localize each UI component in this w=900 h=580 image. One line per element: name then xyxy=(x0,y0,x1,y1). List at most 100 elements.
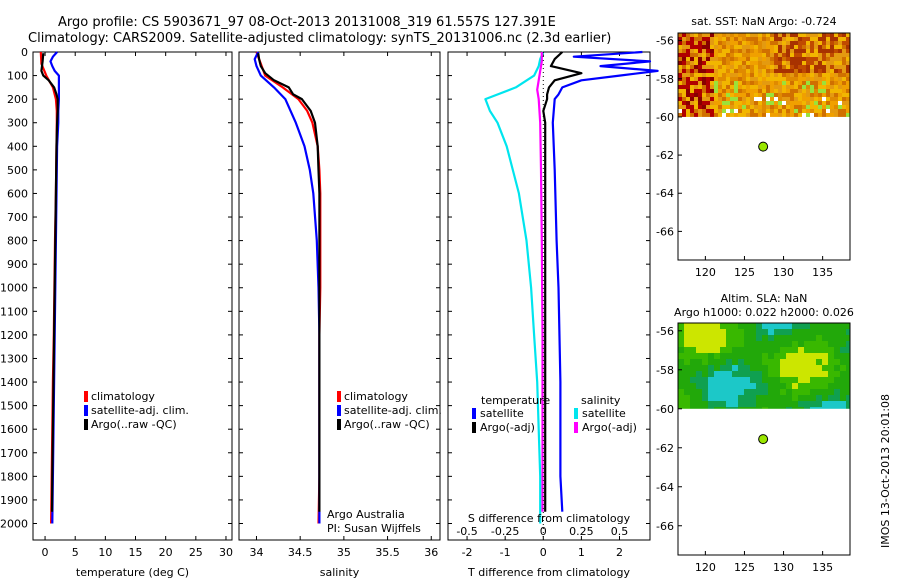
sla-cell xyxy=(726,329,732,335)
sst-cell xyxy=(838,69,842,73)
sla-cell xyxy=(732,377,738,383)
sla-cell xyxy=(810,377,816,383)
sla-map-title-line2: Argo h1000: 0.022 h2000: 0.026 xyxy=(674,306,854,319)
sst-cell xyxy=(818,37,822,41)
sla-cell xyxy=(804,407,810,409)
sla-cell xyxy=(726,377,732,383)
sal-legend-label: climatology xyxy=(344,390,408,403)
sst-cell xyxy=(778,37,782,41)
difference-panel: -2 -1 0 1 2 T difference from climatology -0.5… xyxy=(447,50,659,579)
sst-cell xyxy=(834,65,838,69)
temperature-ytick-label: 1000 xyxy=(0,282,28,295)
sla-cell xyxy=(732,359,738,365)
sst-cell xyxy=(806,97,810,101)
sla-cell xyxy=(780,407,786,409)
sst-cell xyxy=(842,113,846,117)
sla-cell xyxy=(726,407,732,409)
sst-cell xyxy=(834,97,838,101)
sst-cell xyxy=(822,113,826,117)
sst-cell xyxy=(690,105,694,109)
sst-cell xyxy=(754,109,758,113)
sst-cell xyxy=(790,113,794,117)
sst-cell xyxy=(834,89,838,93)
sst-cell xyxy=(814,65,818,69)
diff-legend-s-title: salinity xyxy=(581,394,621,407)
sst-cell xyxy=(774,105,778,109)
sst-cell xyxy=(694,89,698,93)
sla-cell xyxy=(714,347,720,353)
sst-cell xyxy=(794,69,798,73)
sst-cell xyxy=(826,77,830,81)
sla-cell xyxy=(708,365,714,371)
sst-cell xyxy=(730,93,734,97)
sst-cell xyxy=(714,109,718,113)
sla-cell xyxy=(810,329,816,335)
sst-cell xyxy=(766,61,770,65)
sst-cell xyxy=(742,113,746,117)
sst-cell xyxy=(810,57,814,61)
sst-cell xyxy=(822,89,826,93)
sst-cell xyxy=(686,49,690,53)
sst-cell xyxy=(754,61,758,65)
sla-cell xyxy=(702,353,708,359)
sla-cell xyxy=(798,377,804,383)
temperature-xtick-label: 25 xyxy=(189,546,203,559)
sst-cell xyxy=(778,81,782,85)
sst-cell xyxy=(778,49,782,53)
sst-cell xyxy=(770,113,774,117)
sst-cell xyxy=(682,85,686,89)
sla-cell xyxy=(846,401,850,407)
sla-cell xyxy=(726,359,732,365)
sst-cell xyxy=(802,113,806,117)
sst-cell xyxy=(766,77,770,81)
sst-cell xyxy=(750,109,754,113)
sla-cell xyxy=(696,341,702,347)
sst-cell xyxy=(738,65,742,69)
sla-cell xyxy=(840,401,846,407)
sst-cell xyxy=(798,81,802,85)
sla-cell xyxy=(690,323,696,329)
sla-cell xyxy=(678,335,684,341)
sst-cell xyxy=(846,65,850,69)
sst-cell xyxy=(714,85,718,89)
sst-cell xyxy=(738,85,742,89)
sst-cell xyxy=(754,77,758,81)
sst-cell xyxy=(778,41,782,45)
sst-cell xyxy=(778,89,782,93)
sla-cell xyxy=(810,341,816,347)
sst-cell xyxy=(738,37,742,41)
sla-cell xyxy=(678,401,684,407)
sla-cell xyxy=(732,401,738,407)
sst-cell xyxy=(830,73,834,77)
sst-cell xyxy=(694,37,698,41)
diff-legend-s-swatch xyxy=(574,422,578,433)
temp-legend-label: satellite-adj. clim. xyxy=(91,404,189,417)
sst-cell xyxy=(698,37,702,41)
sla-cell xyxy=(756,323,762,329)
sla-cell xyxy=(744,407,750,409)
sla-cell xyxy=(762,347,768,353)
sst-cell xyxy=(682,93,686,97)
sst-cell xyxy=(758,69,762,73)
sst-cell xyxy=(838,113,842,117)
sla-cell xyxy=(756,401,762,407)
sst-cell xyxy=(846,101,850,105)
sla-cell xyxy=(762,365,768,371)
sst-cell xyxy=(726,113,730,117)
sst-cell xyxy=(710,85,714,89)
sst-cell xyxy=(706,61,710,65)
sst-cell xyxy=(830,45,834,49)
sst-cell xyxy=(798,57,802,61)
sst-cell xyxy=(750,97,754,101)
sst-cell xyxy=(826,65,830,69)
sst-cell xyxy=(830,53,834,57)
sst-cell xyxy=(750,45,754,49)
sla-cell xyxy=(744,401,750,407)
sst-cell xyxy=(734,57,738,61)
sla-cell xyxy=(780,353,786,359)
salinity-series-argo-raw-qc- xyxy=(257,53,321,512)
sla-cell xyxy=(786,395,792,401)
sla-cell xyxy=(768,353,774,359)
sst-cell xyxy=(822,45,826,49)
